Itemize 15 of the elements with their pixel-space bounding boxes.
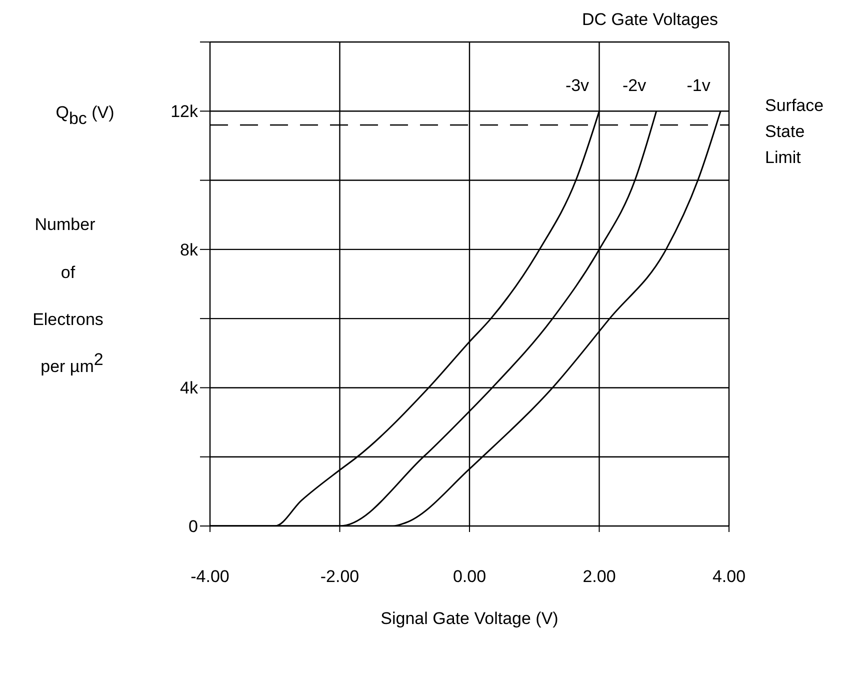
legend-title: DC Gate Voltages bbox=[582, 10, 718, 29]
ref-line-label: Surface State Limit bbox=[765, 96, 824, 167]
y-tick-label: 0 bbox=[188, 517, 198, 536]
y-tick-label: 4k bbox=[180, 378, 198, 398]
x-tick-label: 0.00 bbox=[452, 567, 486, 586]
series-label: -2v bbox=[622, 76, 647, 96]
x-tick-label: -4.00 bbox=[190, 567, 230, 586]
x-tick-label: -2.00 bbox=[320, 567, 360, 586]
x-tick-label: 4.00 bbox=[712, 567, 746, 586]
x-tick-label: 2.00 bbox=[582, 567, 616, 586]
series-label: -1v bbox=[686, 76, 711, 96]
y-tick-label: 12k bbox=[170, 102, 198, 122]
x-axis-title: Signal Gate Voltage (V) bbox=[380, 609, 558, 628]
y-tick-label: 8k bbox=[180, 240, 198, 260]
series-label: -3v bbox=[565, 76, 590, 96]
